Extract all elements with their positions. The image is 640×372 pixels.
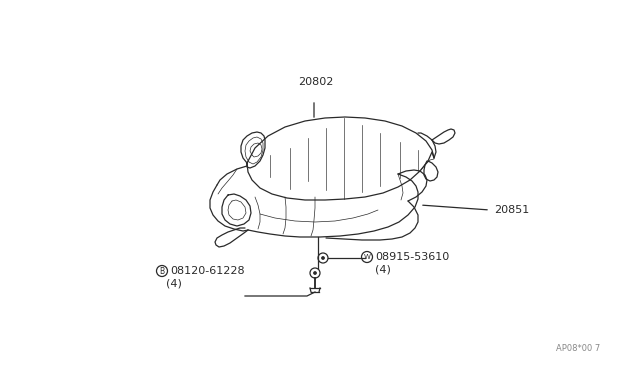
Text: 08915-53610: 08915-53610 (375, 252, 449, 262)
Text: AP08*00 7: AP08*00 7 (556, 344, 600, 353)
Circle shape (321, 257, 324, 260)
Text: (4): (4) (375, 264, 391, 274)
Text: 20802: 20802 (298, 77, 333, 87)
Text: 08120-61228: 08120-61228 (170, 266, 244, 276)
Circle shape (314, 272, 317, 275)
Text: 20851: 20851 (494, 205, 529, 215)
Text: B: B (159, 266, 164, 276)
Text: W: W (364, 254, 371, 260)
Text: (4): (4) (166, 278, 182, 288)
